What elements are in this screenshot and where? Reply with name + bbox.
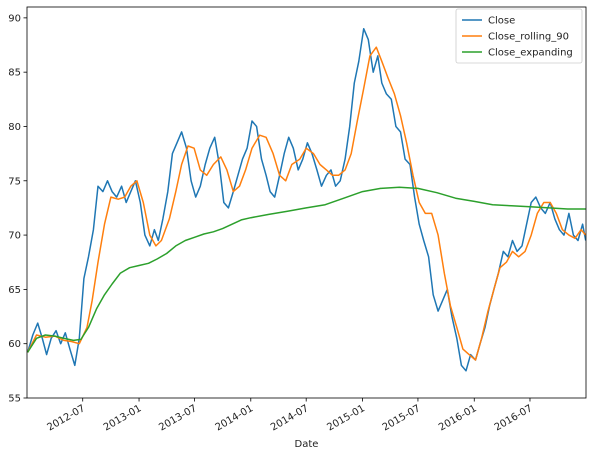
y-tick-label: 75 bbox=[8, 176, 21, 187]
series-layer bbox=[27, 27, 586, 372]
legend-label-close-expanding: Close_expanding bbox=[488, 48, 573, 59]
legend: Close Close_rolling_90 Close_expanding bbox=[455, 8, 583, 64]
y-tick-label: 80 bbox=[8, 122, 21, 133]
x-tick-label: 2016-07 bbox=[493, 403, 535, 433]
axes-frame bbox=[26, 6, 587, 399]
plot-area bbox=[26, 6, 587, 399]
series-line-close-expanding bbox=[27, 186, 586, 353]
y-tick-label: 65 bbox=[8, 285, 21, 296]
series-line-close bbox=[27, 27, 586, 372]
x-tick-label: 2013-07 bbox=[157, 403, 199, 433]
y-tick-label: 55 bbox=[8, 394, 21, 405]
x-axis: 2012-07 2013-01 2013-07 2014-01 2014-07 2015-… bbox=[46, 398, 535, 433]
y-axis: 55 60 65 70 75 80 85 90 bbox=[8, 13, 27, 405]
y-tick-label: 70 bbox=[8, 231, 21, 242]
y-tick-label: 85 bbox=[8, 68, 21, 79]
legend-label-close: Close bbox=[488, 16, 515, 27]
x-tick-label: 2013-01 bbox=[102, 403, 144, 433]
x-axis-title: Date bbox=[295, 439, 319, 450]
legend-label-close-rolling-90: Close_rolling_90 bbox=[488, 32, 569, 43]
x-tick-label: 2016-01 bbox=[437, 403, 479, 433]
x-tick-label: 2012-07 bbox=[46, 403, 88, 433]
x-tick-label: 2014-01 bbox=[214, 403, 256, 433]
legend-box bbox=[455, 8, 583, 64]
x-tick-label: 2015-01 bbox=[325, 403, 367, 433]
x-tick-label: 2014-07 bbox=[269, 403, 311, 433]
y-tick-label: 60 bbox=[8, 339, 21, 350]
y-tick-label: 90 bbox=[8, 13, 21, 24]
series-line-close-rolling-90 bbox=[27, 46, 586, 361]
x-tick-label: 2015-07 bbox=[381, 403, 423, 433]
